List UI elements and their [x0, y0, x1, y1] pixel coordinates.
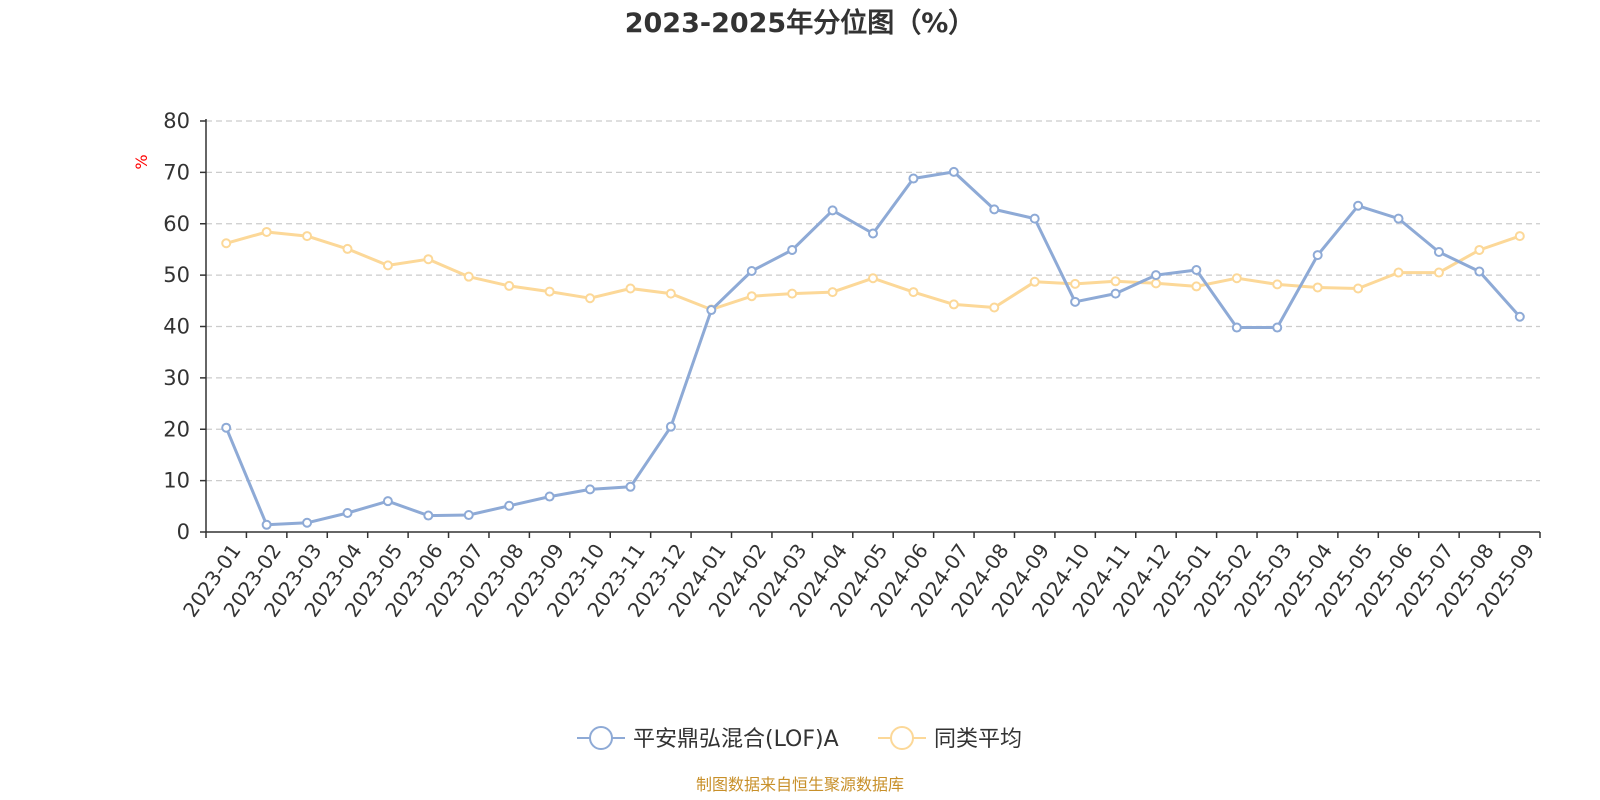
- data-point: [827, 287, 838, 298]
- legend-marker-icon: [890, 726, 914, 750]
- legend-item[interactable]: 同类平均: [878, 726, 1022, 752]
- legend[interactable]: 平安鼎弘混合(LOF)A 同类平均: [577, 726, 1022, 752]
- data-point: [1191, 264, 1202, 275]
- y-tick-label: 40: [163, 315, 190, 339]
- data-point: [746, 266, 757, 277]
- data-point: [1433, 247, 1444, 258]
- data-point: [948, 299, 959, 310]
- series-layer: [221, 166, 1525, 530]
- data-point: [463, 510, 474, 521]
- data-point: [1150, 270, 1161, 281]
- data-point: [382, 496, 393, 507]
- legend-marker-icon: [589, 726, 613, 750]
- legend-label: 同类平均: [934, 727, 1022, 752]
- data-point: [1070, 296, 1081, 307]
- data-point: [504, 500, 515, 511]
- data-point: [342, 243, 353, 254]
- data-point: [221, 422, 232, 433]
- data-point: [1231, 322, 1242, 333]
- data-point: [1029, 213, 1040, 224]
- data-point: [868, 273, 878, 284]
- data-point: [948, 166, 959, 177]
- data-point: [787, 244, 798, 255]
- data-point: [544, 286, 555, 297]
- data-point: [787, 288, 798, 299]
- y-tick-label: 10: [163, 469, 190, 493]
- y-tick-label: 30: [163, 366, 190, 390]
- data-point: [302, 231, 313, 242]
- y-tick-label: 80: [163, 109, 190, 133]
- chart-title: 2023-2025年分位图（%）: [625, 7, 976, 39]
- data-point: [1474, 244, 1485, 255]
- data-point: [989, 302, 1000, 313]
- data-point: [382, 260, 393, 271]
- data-point: [908, 287, 919, 298]
- y-tick-label: 20: [163, 417, 190, 441]
- data-point: [989, 204, 1000, 215]
- data-point: [342, 507, 353, 518]
- data-point: [544, 491, 555, 502]
- data-point: [261, 519, 272, 530]
- data-point: [1029, 276, 1040, 287]
- data-point: [665, 288, 676, 299]
- data-point: [827, 205, 838, 216]
- y-tick-label: 60: [163, 212, 190, 236]
- data-point: [1272, 322, 1283, 333]
- x-axis-ticks: 2023-012023-022023-032023-042023-052023-…: [178, 532, 1541, 621]
- data-point: [1231, 273, 1242, 284]
- data-point: [1312, 282, 1323, 293]
- data-point: [868, 228, 878, 239]
- data-point: [585, 293, 596, 304]
- y-axis-ticks: 0 10 20 30 40 50 60 70 80: [163, 109, 206, 544]
- data-point: [625, 481, 636, 492]
- data-point: [1110, 288, 1121, 299]
- y-tick-label: 50: [163, 263, 190, 287]
- data-point: [1110, 276, 1121, 287]
- data-point: [261, 226, 272, 237]
- data-point: [625, 283, 636, 294]
- y-tick-label: 0: [177, 520, 190, 544]
- data-point: [1191, 281, 1202, 292]
- legend-label: 平安鼎弘混合(LOF)A: [633, 727, 839, 752]
- data-point: [1393, 213, 1404, 224]
- data-point: [585, 484, 596, 495]
- data-point: [1514, 231, 1525, 242]
- data-point: [221, 238, 232, 249]
- data-point: [1272, 279, 1283, 290]
- data-point: [463, 271, 474, 282]
- data-point: [1514, 311, 1525, 322]
- data-point: [1393, 267, 1404, 278]
- data-point: [1433, 267, 1444, 278]
- data-point: [1070, 278, 1081, 289]
- data-point: [1474, 266, 1485, 277]
- series-line: [224, 170, 1522, 527]
- data-point: [423, 510, 434, 521]
- data-point: [706, 305, 717, 316]
- data-point: [302, 517, 313, 528]
- data-point: [1353, 200, 1364, 211]
- data-point: [1150, 278, 1161, 289]
- data-point: [1312, 250, 1323, 261]
- y-axis-unit: %: [132, 154, 151, 169]
- legend-item[interactable]: 平安鼎弘混合(LOF)A: [577, 726, 839, 752]
- y-tick-label: 70: [163, 160, 190, 184]
- data-point: [1353, 283, 1364, 294]
- data-point: [665, 421, 676, 432]
- data-point: [908, 173, 919, 184]
- axes: [205, 119, 1540, 533]
- gridlines: [206, 120, 1540, 482]
- source-note: 制图数据来自恒生聚源数据库: [696, 775, 904, 794]
- data-point: [504, 280, 515, 291]
- data-point: [746, 291, 757, 302]
- data-point: [423, 254, 434, 265]
